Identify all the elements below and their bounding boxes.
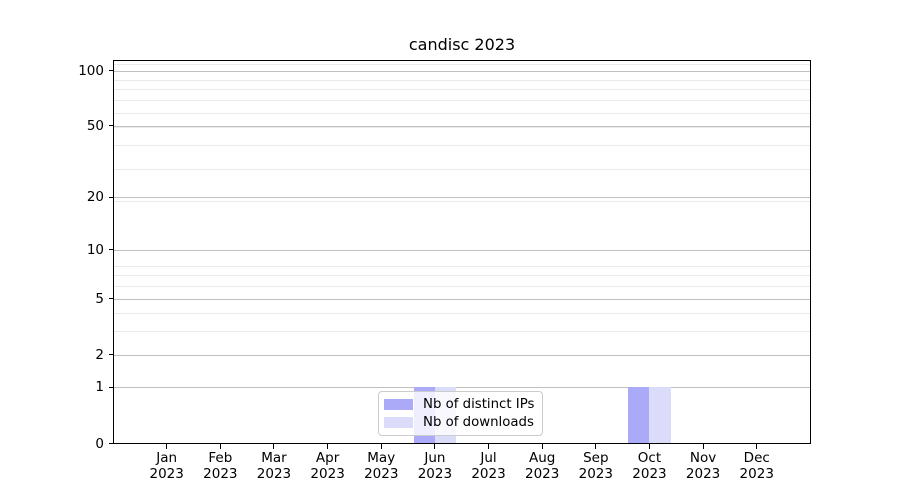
y-gridline-minor: [114, 145, 810, 147]
y-gridline-minor: [114, 313, 810, 315]
y-gridline-major: [114, 298, 810, 300]
x-tick-mark: [595, 444, 597, 449]
y-tick-label: 2: [95, 346, 104, 363]
y-tick-label: 10: [86, 241, 104, 258]
y-gridline-major: [114, 249, 810, 251]
y-gridline-minor: [114, 275, 810, 277]
legend-swatch-distinct-ips: [384, 399, 413, 410]
x-tick-mark: [702, 444, 704, 449]
x-tick-label: Mar 2023: [256, 450, 292, 482]
x-tick-mark: [273, 444, 275, 449]
y-gridline-major: [114, 387, 810, 389]
x-tick-label: Sep 2023: [578, 450, 613, 482]
legend-label-distinct-ips: Nb of distinct IPs: [423, 397, 535, 412]
y-gridline-minor: [114, 265, 810, 267]
y-gridline-minor: [114, 100, 810, 102]
x-tick-label: Aug 2023: [524, 450, 560, 482]
x-tick-mark: [219, 444, 221, 449]
y-gridline-minor: [114, 127, 810, 129]
x-tick-label: Oct 2023: [632, 450, 667, 482]
y-gridline-minor: [114, 79, 810, 81]
x-tick-mark: [327, 444, 329, 449]
y-tick-label: 50: [86, 117, 104, 134]
x-tick-mark: [756, 444, 758, 449]
x-tick-mark: [380, 444, 382, 449]
x-tick-mark: [541, 444, 543, 449]
x-tick-label: May 2023: [364, 450, 399, 482]
legend-item-downloads: Nb of downloads: [384, 416, 536, 429]
y-tick-label: 5: [95, 290, 104, 307]
legend: Nb of distinct IPs Nb of downloads: [378, 391, 543, 436]
legend-item-distinct-ips: Nb of distinct IPs: [384, 398, 536, 411]
y-gridline-minor: [114, 112, 810, 114]
y-gridline-major: [114, 197, 810, 199]
x-tick-mark: [648, 444, 650, 449]
y-tick-label: 1: [95, 379, 104, 396]
y-tick-label: 100: [78, 62, 104, 79]
x-tick-label: Apr 2023: [310, 450, 345, 482]
y-gridline-minor: [114, 286, 810, 288]
y-gridline-minor: [114, 89, 810, 91]
x-tick-label: Nov 2023: [685, 450, 721, 482]
y-gridline-minor: [114, 63, 810, 65]
legend-label-downloads: Nb of downloads: [423, 415, 534, 430]
bar-distinct-ips-oct-2023: [628, 387, 650, 444]
x-tick-label: Jan 2023: [149, 450, 184, 482]
y-gridline-minor: [114, 201, 810, 203]
y-gridline-minor: [114, 331, 810, 333]
x-tick-label: Jul 2023: [471, 450, 506, 482]
x-tick-label: Feb 2023: [203, 450, 238, 482]
y-gridline-major: [114, 70, 810, 72]
y-gridline-major: [114, 125, 810, 127]
y-tick-label: 20: [86, 189, 104, 206]
x-tick-label: Jun 2023: [417, 450, 453, 482]
x-tick-mark: [488, 444, 490, 449]
chart-title: candisc 2023: [408, 35, 516, 54]
y-gridline-minor: [114, 168, 810, 170]
bar-downloads-oct-2023: [649, 387, 671, 444]
y-gridline-major: [114, 354, 810, 356]
plot-area: [114, 61, 810, 444]
legend-swatch-downloads: [384, 417, 413, 428]
x-tick-label: Dec 2023: [739, 450, 774, 482]
x-tick-mark: [166, 444, 168, 449]
y-tick-label: 0: [95, 435, 104, 452]
x-tick-mark: [434, 444, 436, 449]
